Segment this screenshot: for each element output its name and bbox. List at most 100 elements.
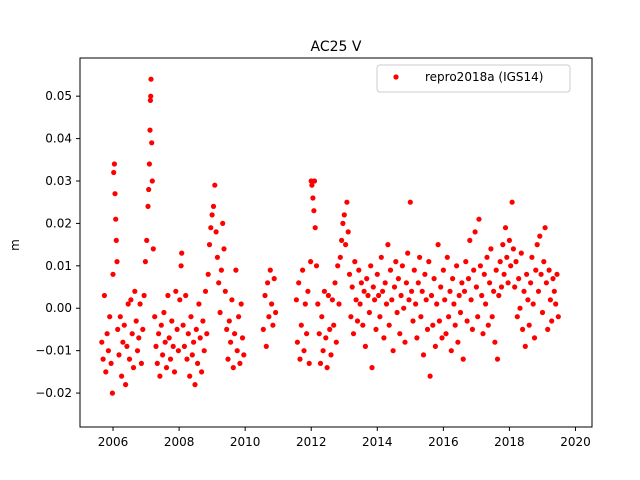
data-point (161, 309, 167, 316)
data-point (228, 339, 234, 345)
data-point (222, 288, 228, 294)
data-point (104, 331, 110, 337)
data-point (184, 356, 190, 362)
data-point (424, 326, 431, 332)
data-point (153, 343, 159, 349)
data-point (148, 93, 154, 99)
data-point (468, 297, 474, 303)
x-tick-label: 2020 (560, 435, 591, 449)
data-point (134, 348, 141, 354)
data-point (323, 335, 329, 341)
data-point (224, 326, 230, 332)
data-point (451, 301, 457, 307)
x-tick-label: 2014 (362, 435, 393, 449)
data-point (101, 292, 107, 299)
data-point (426, 259, 432, 265)
chart-title: AC25 V (311, 39, 362, 55)
data-point (114, 259, 120, 265)
data-point (489, 314, 495, 320)
data-point (390, 348, 396, 354)
data-point (497, 259, 503, 265)
data-point (520, 326, 526, 332)
data-point (312, 225, 318, 231)
y-tick-label: −0.02 (35, 386, 72, 400)
x-tick-label: 2016 (428, 435, 459, 449)
data-point (381, 335, 387, 341)
data-point (432, 343, 438, 349)
data-point (434, 301, 440, 307)
data-point (528, 280, 534, 286)
data-point (325, 292, 331, 299)
data-point (389, 297, 395, 303)
data-point (522, 343, 528, 349)
data-point (481, 271, 487, 277)
data-point (423, 297, 429, 303)
data-point (294, 339, 300, 345)
data-point (535, 288, 542, 294)
data-point (138, 360, 144, 366)
data-point (409, 288, 415, 294)
data-point (444, 254, 450, 260)
data-point (398, 292, 404, 299)
data-point (413, 301, 419, 307)
data-point (341, 212, 347, 218)
data-point (517, 305, 523, 311)
data-point (406, 297, 412, 303)
data-point (329, 297, 335, 303)
data-point (328, 352, 334, 358)
data-point (346, 271, 353, 277)
data-point (301, 348, 307, 354)
data-point (144, 237, 150, 243)
data-point (383, 301, 390, 307)
data-point (311, 178, 318, 184)
data-point (407, 199, 413, 205)
data-point (110, 271, 116, 277)
data-point (531, 335, 538, 341)
data-point (454, 263, 460, 269)
data-point (387, 267, 394, 273)
data-point (180, 322, 186, 328)
data-point (163, 365, 170, 371)
data-point (315, 301, 321, 307)
data-point (533, 267, 539, 273)
data-point (364, 276, 370, 282)
data-point (115, 326, 121, 332)
x-tick-label: 2012 (296, 435, 327, 449)
data-point (124, 343, 130, 349)
data-point (320, 348, 326, 354)
data-point (350, 331, 357, 337)
data-point (133, 318, 139, 324)
data-point (483, 301, 489, 307)
data-point (446, 314, 452, 320)
data-point (193, 326, 199, 332)
data-point (372, 297, 378, 303)
data-point (506, 237, 512, 243)
data-point (457, 309, 464, 316)
data-point (119, 373, 125, 379)
data-point (233, 267, 239, 273)
data-point (500, 242, 506, 248)
data-point (435, 242, 441, 248)
data-point (551, 288, 557, 294)
data-point (488, 246, 494, 252)
data-point (428, 292, 435, 299)
data-point (343, 242, 349, 248)
data-point (337, 254, 343, 260)
data-point (461, 288, 468, 294)
data-point (467, 237, 473, 243)
data-point (525, 297, 531, 303)
data-point (513, 259, 519, 265)
data-point (479, 292, 485, 299)
data-point (308, 259, 314, 265)
data-point (271, 276, 277, 282)
data-point (327, 326, 333, 332)
data-point (542, 225, 548, 231)
data-point (319, 314, 325, 320)
data-point (332, 280, 338, 286)
data-point (309, 182, 315, 188)
data-point (120, 339, 126, 345)
data-point (344, 199, 350, 205)
data-point (391, 284, 398, 290)
data-point (146, 161, 152, 167)
